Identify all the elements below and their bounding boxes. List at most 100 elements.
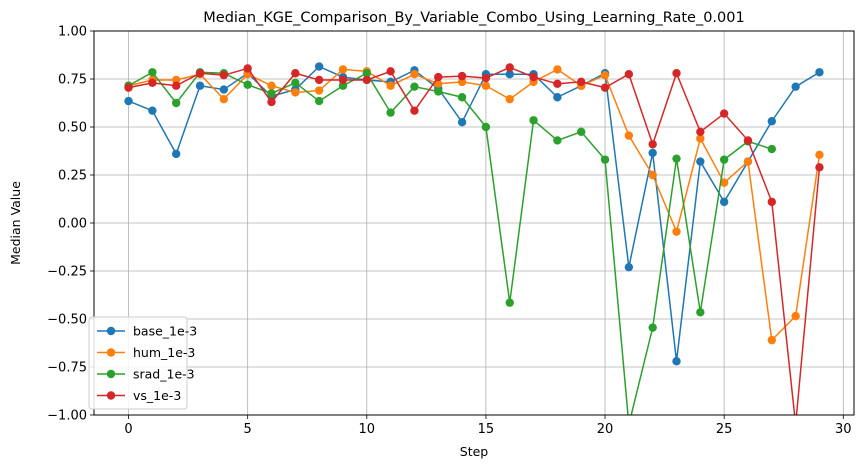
data-point [410, 106, 419, 115]
data-point [243, 80, 252, 89]
series-line [128, 71, 773, 415]
data-point [577, 127, 586, 136]
data-point [529, 72, 538, 82]
data-point [767, 117, 777, 126]
x-axis-label: Step [460, 444, 489, 459]
data-point [434, 79, 443, 89]
data-point [672, 227, 681, 236]
x-tick-label: 20 [597, 422, 614, 437]
data-point [648, 148, 657, 158]
data-point [195, 81, 205, 90]
data-point [148, 106, 157, 115]
data-point [434, 72, 443, 82]
data-point [815, 163, 824, 172]
data-point [314, 86, 324, 95]
x-tick-label: 0 [124, 422, 132, 437]
data-point [362, 69, 371, 78]
x-tick-label: 15 [478, 422, 495, 437]
data-point [171, 75, 181, 85]
legend-marker [106, 326, 116, 336]
data-point [386, 108, 395, 117]
legend-entry: vs_1e-3 [133, 388, 181, 403]
x-tick-label: 10 [359, 422, 376, 437]
data-point [767, 197, 777, 207]
data-point [410, 82, 419, 91]
data-point [291, 88, 300, 97]
data-point [171, 149, 181, 159]
data-point [815, 150, 824, 160]
y-tick-label: −1.00 [47, 409, 87, 424]
data-point [457, 93, 467, 102]
data-point [481, 122, 491, 132]
series-line [128, 65, 820, 362]
legend-marker [106, 348, 116, 357]
y-tick-label: −0.25 [47, 265, 87, 280]
legend-entry: srad_1e-3 [133, 367, 195, 382]
data-point [553, 79, 562, 89]
data-point [672, 69, 681, 78]
y-tick-label: 0.50 [58, 121, 87, 136]
x-tick-label: 30 [835, 422, 852, 437]
legend: base_1e-3 hum_1e-3 srad_1e-3 vs_1e-3 [88, 316, 197, 410]
data-point [648, 140, 657, 149]
data-point [624, 70, 634, 79]
data-point [291, 78, 300, 88]
data-point [457, 77, 467, 87]
data-point [505, 298, 514, 307]
data-point [148, 68, 157, 77]
y-tick-label: 1.00 [58, 25, 87, 40]
data-point [719, 155, 729, 164]
data-point [553, 136, 562, 145]
data-point [481, 81, 491, 90]
data-point [457, 71, 467, 81]
data-point [434, 87, 443, 96]
x-tick-label: 5 [244, 422, 252, 437]
data-point [171, 81, 181, 90]
data-point [577, 77, 586, 87]
data-point [600, 83, 610, 92]
chart-title: Median_KGE_Comparison_By_Variable_Combo_… [203, 10, 744, 26]
data-point [505, 94, 514, 104]
data-point [195, 69, 205, 78]
data-point [767, 144, 777, 154]
data-point [171, 98, 181, 108]
data-point [267, 97, 276, 107]
data-point [719, 109, 729, 118]
data-point [553, 93, 562, 102]
data-point [791, 311, 800, 321]
data-point [529, 116, 538, 125]
data-point [791, 82, 800, 91]
y-tick-label: 0.00 [58, 217, 87, 232]
legend-entry: base_1e-3 [133, 324, 197, 339]
data-point [815, 68, 824, 77]
legend-box [88, 316, 188, 410]
data-point [505, 63, 514, 72]
data-point [743, 157, 753, 166]
data-point [648, 170, 657, 180]
data-point [314, 62, 324, 71]
data-point [219, 70, 229, 80]
y-tick-label: −0.50 [47, 313, 87, 328]
data-point [386, 67, 395, 76]
data-point [719, 197, 729, 207]
data-point [386, 81, 395, 90]
data-point [267, 89, 276, 98]
data-point [457, 118, 467, 127]
data-point [410, 70, 419, 79]
data-point [600, 70, 610, 80]
data-point [624, 262, 634, 272]
y-tick-label: −0.75 [47, 361, 87, 376]
legend-marker [106, 369, 116, 379]
data-point [314, 75, 324, 85]
data-point [219, 94, 229, 104]
data-point [672, 357, 681, 366]
data-point [314, 96, 324, 106]
data-point [267, 81, 276, 90]
y-axis-label: Median Value [8, 181, 23, 265]
series-line [128, 68, 821, 341]
data-point [696, 127, 705, 136]
data-point [291, 69, 300, 78]
data-point [624, 131, 634, 140]
data-point [505, 70, 514, 79]
x-tick-label: 25 [716, 422, 733, 437]
